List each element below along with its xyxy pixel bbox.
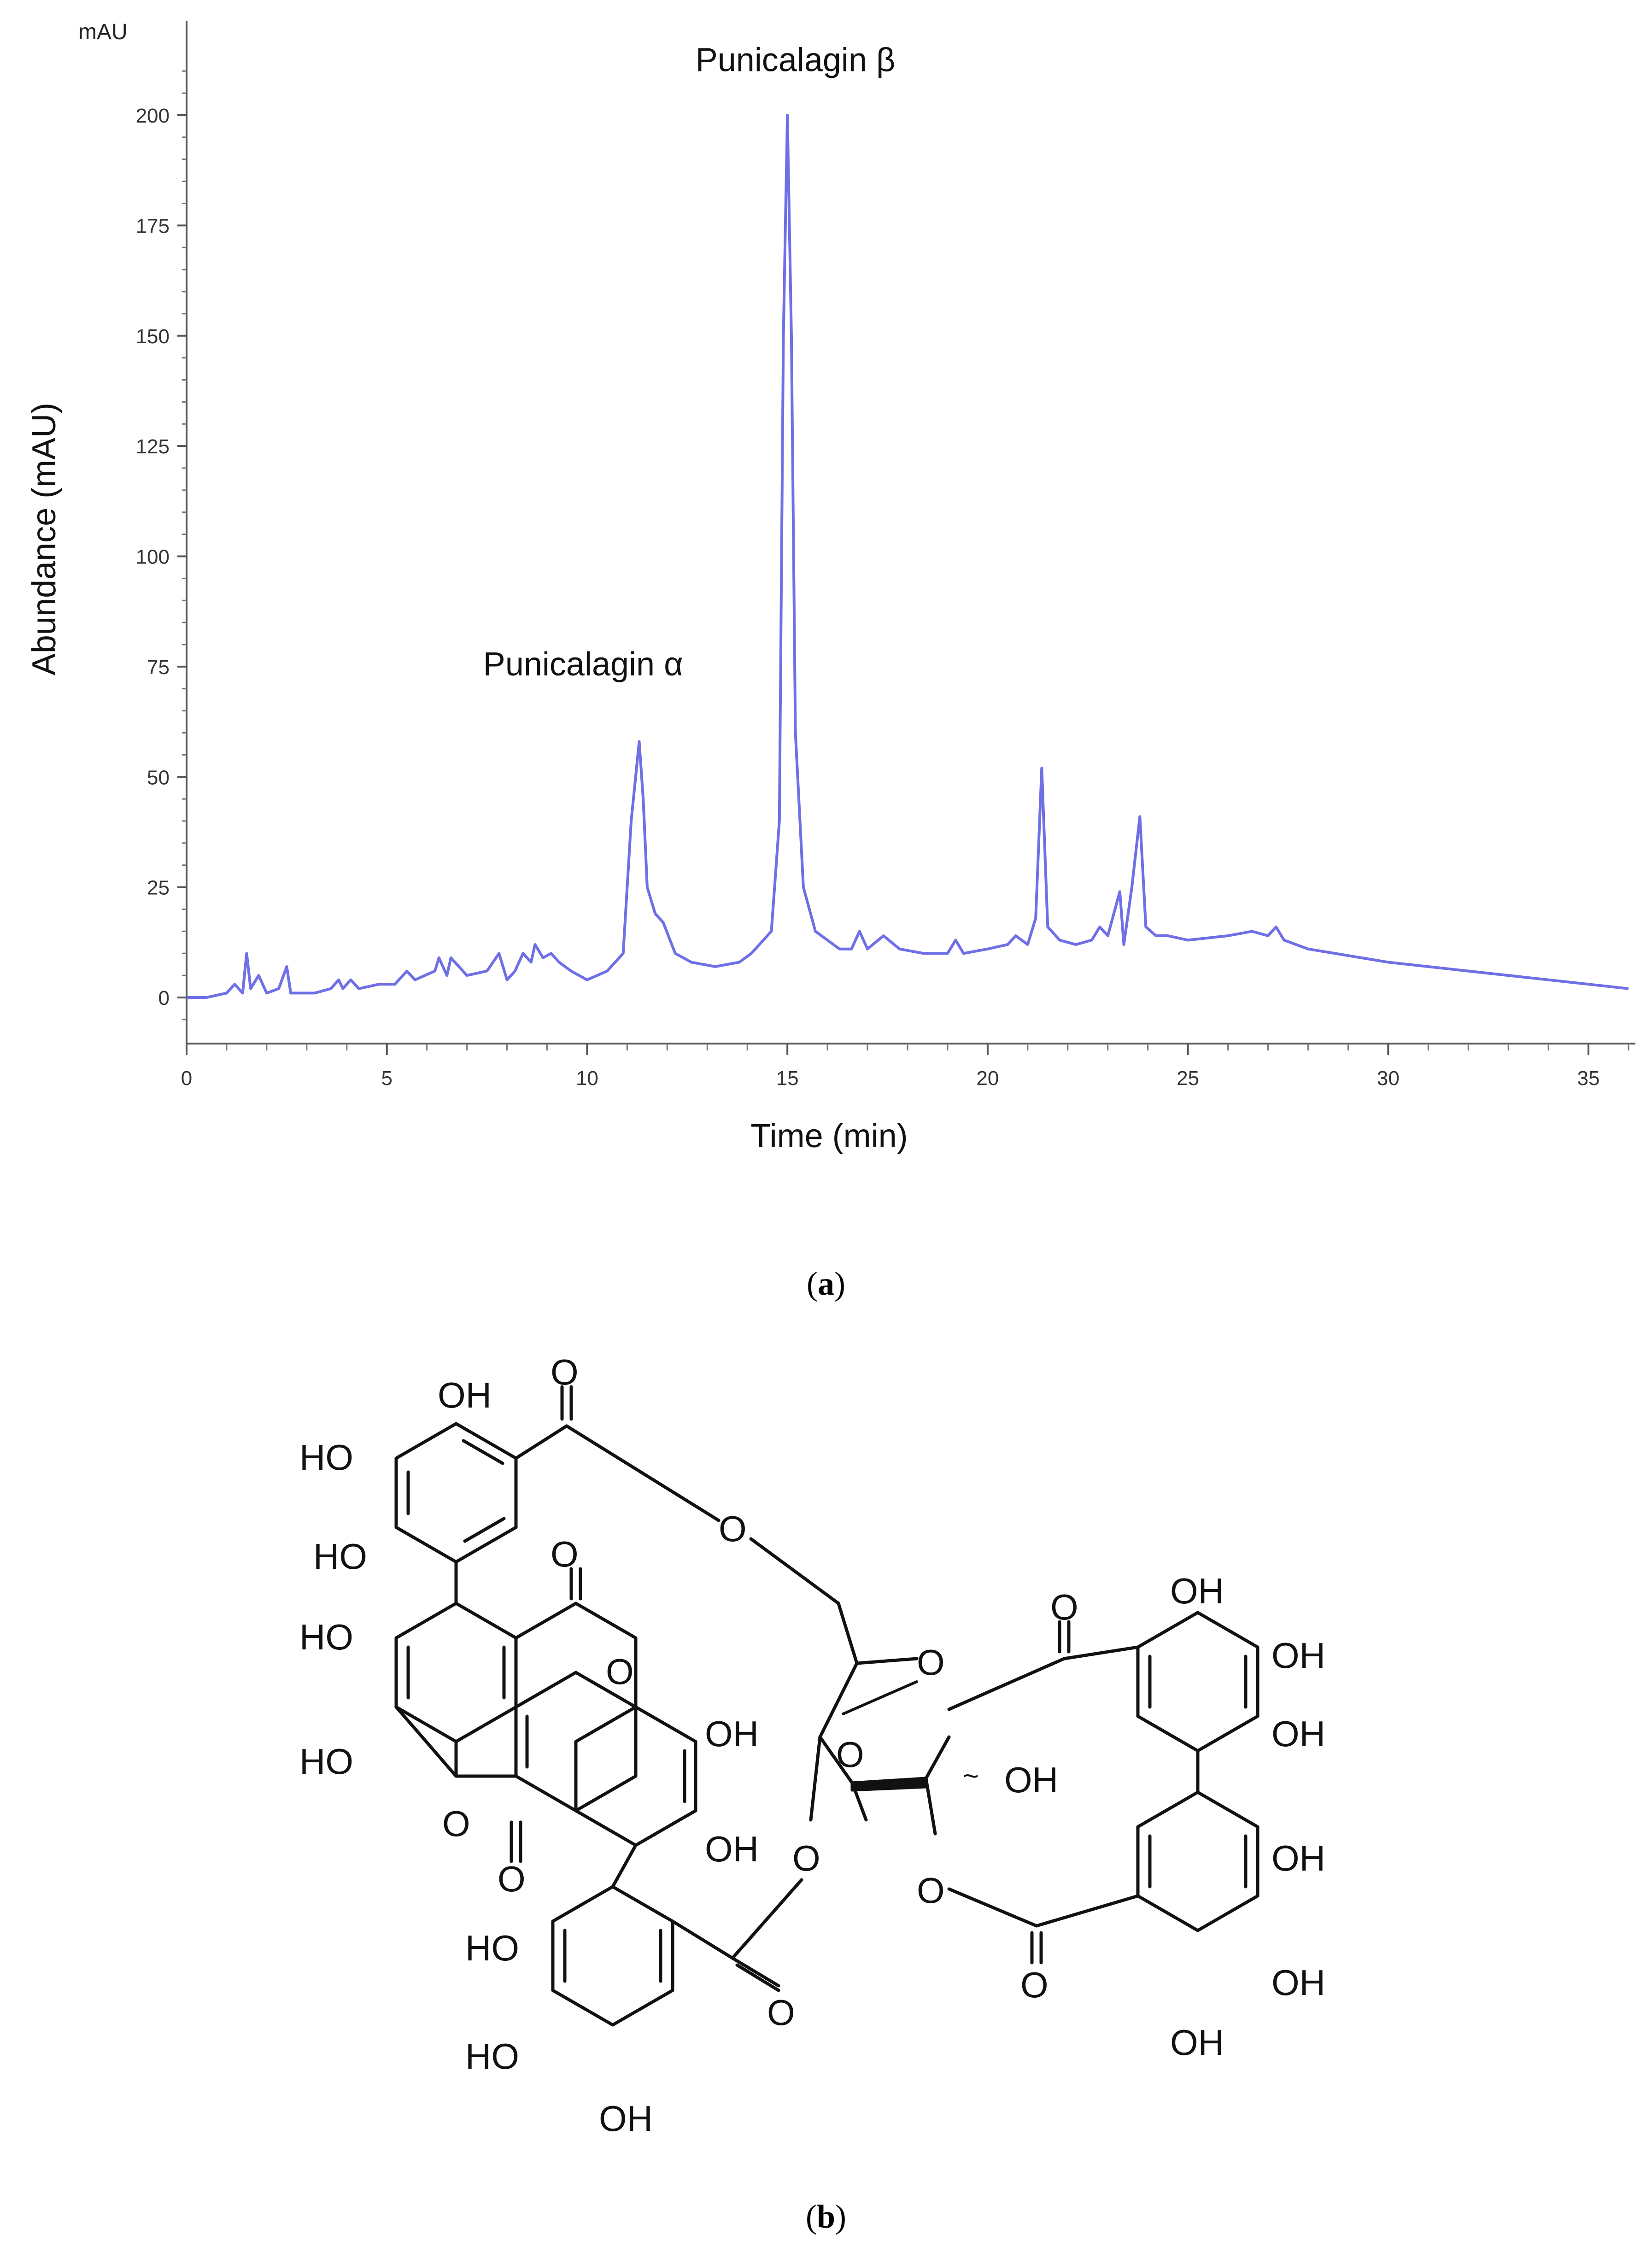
panel-a-open: ( xyxy=(807,1265,818,1302)
atom-ho-4: HO xyxy=(299,1741,353,1782)
y-tick-label: 200 xyxy=(136,105,170,127)
y-axis-title: Abundance (mAU) xyxy=(26,403,63,675)
x-tick-label: 10 xyxy=(576,1067,598,1090)
x-tick-label: 20 xyxy=(976,1067,999,1090)
atom-oh-2: OH xyxy=(705,1713,759,1754)
atom-oh-4: OH xyxy=(599,2098,653,2139)
punicalagin-beta-annotation: Punicalagin β xyxy=(696,41,896,78)
atom-o-11: O xyxy=(917,1870,945,1911)
panel-b-close: ) xyxy=(835,2198,846,2235)
y-tick-label: 150 xyxy=(136,325,170,348)
atom-oh-3: OH xyxy=(705,1829,759,1869)
x-tick-label: 35 xyxy=(1577,1067,1600,1090)
panel-label-b: (b) xyxy=(0,2198,1652,2236)
atom-o-4: O xyxy=(606,1651,634,1692)
atom-oh-5: OH xyxy=(1004,1760,1058,1800)
chromatogram-chart: 0 25 50 75 100 125 150 175 200 0 5 10 15 20 25 30 35 mAU… xyxy=(26,20,1635,1155)
x-axis-title: Time (min) xyxy=(750,1118,908,1155)
x-tick-label: 15 xyxy=(776,1067,799,1090)
punicalagin-structure: OH HO HO O O O HO O HO O O OH OH HO HO O… xyxy=(299,1352,1325,2139)
y-tick-label: 75 xyxy=(147,656,170,679)
y-tick-label: 100 xyxy=(136,546,170,569)
atom-o-3: O xyxy=(719,1508,747,1549)
y-tick-label: 125 xyxy=(136,435,170,458)
chart-axes xyxy=(186,21,1635,1046)
y-tick-label: 25 xyxy=(147,877,170,899)
atom-ho-1: HO xyxy=(299,1437,353,1478)
panel-b-letter: b xyxy=(816,2198,836,2235)
atom-oh-8: OH xyxy=(1271,1713,1325,1754)
atom-o-13: O xyxy=(1020,1965,1049,2005)
y-unit-label: mAU xyxy=(78,20,128,44)
punicalagin-alpha-annotation: Punicalagin α xyxy=(483,646,683,683)
panel-a-close: ) xyxy=(834,1265,845,1302)
minor-ticks xyxy=(182,70,1629,1050)
atom-ho-2: HO xyxy=(313,1536,367,1577)
x-tick-label: 0 xyxy=(181,1067,192,1090)
x-tick-label: 30 xyxy=(1377,1067,1400,1090)
atom-o-7: O xyxy=(767,1992,795,2033)
atom-oh-7: OH xyxy=(1271,1635,1325,1676)
atom-oh-9: OH xyxy=(1271,1838,1325,1878)
panel-b-open: ( xyxy=(805,2198,817,2235)
tick-marks xyxy=(177,114,1590,1055)
atom-o-6: O xyxy=(498,1859,526,1899)
atom-oh-6: OH xyxy=(1170,1571,1224,1611)
atom-ho-3: HO xyxy=(299,1617,353,1657)
atom-o-1: O xyxy=(551,1352,579,1392)
panel-a-letter: a xyxy=(818,1265,834,1302)
atom-oh-11: OH xyxy=(1170,2022,1224,2063)
structure-bonds xyxy=(394,1385,1260,2027)
atom-ho-5: HO xyxy=(465,1928,519,1968)
atom-o-9: O xyxy=(836,1734,864,1775)
wavy-bond: ~ xyxy=(963,1760,979,1791)
atom-o-8: O xyxy=(917,1642,945,1683)
atom-o-12: O xyxy=(1050,1587,1078,1627)
x-tick-label: 5 xyxy=(381,1067,392,1090)
panel-label-a: (a) xyxy=(0,1265,1652,1303)
atom-o-2: O xyxy=(551,1534,579,1574)
y-tick-label: 50 xyxy=(147,766,170,789)
y-tick-label: 0 xyxy=(158,987,170,1009)
atom-o-10: O xyxy=(792,1838,820,1878)
atom-o-5: O xyxy=(442,1803,470,1844)
x-tick-label: 25 xyxy=(1177,1067,1199,1090)
atom-oh-1: OH xyxy=(438,1375,492,1415)
y-tick-label: 175 xyxy=(136,215,170,237)
peak-annotations: Punicalagin α Punicalagin β xyxy=(483,41,896,683)
atom-oh-10: OH xyxy=(1271,1962,1325,2003)
chromatogram-trace xyxy=(187,114,1629,999)
atom-ho-6: HO xyxy=(465,2036,519,2077)
structure-atom-labels: OH HO HO O O O HO O HO O O OH OH HO HO O… xyxy=(299,1352,1325,2139)
tick-labels: 0 25 50 75 100 125 150 175 200 0 5 10 15 20 25 30 35 xyxy=(136,105,1600,1090)
